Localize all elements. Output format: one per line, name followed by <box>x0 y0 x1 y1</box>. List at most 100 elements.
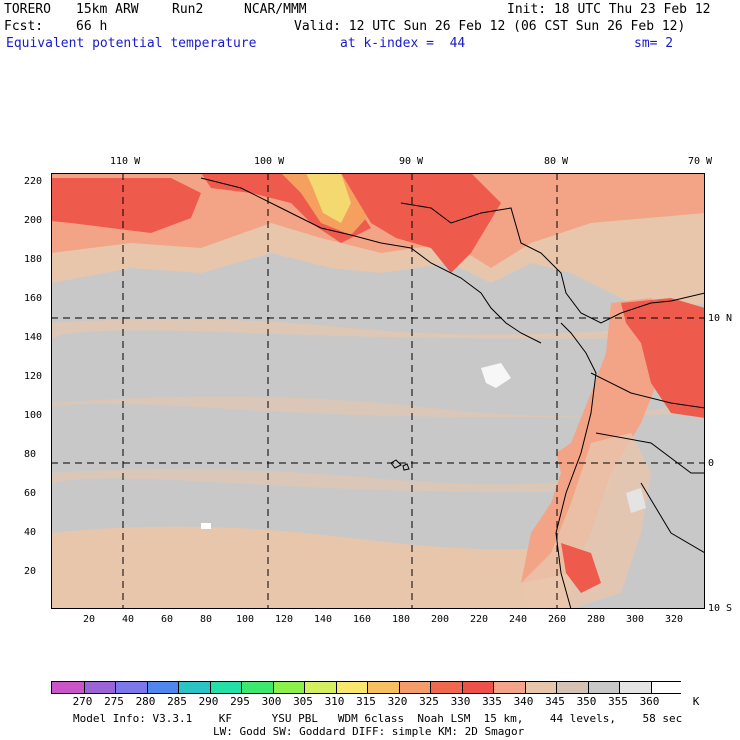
lat-label-0: 0 <box>708 458 715 469</box>
x-tick-40: 40 <box>121 614 135 625</box>
coastline-sa <box>555 322 597 609</box>
coastline-sa-north <box>620 292 705 314</box>
colorbar-swatch <box>335 682 367 693</box>
colorbar-swatch <box>83 682 115 693</box>
colorbar-label: 310 <box>324 695 345 708</box>
galapagos <box>390 459 410 471</box>
x-tick-60: 60 <box>160 614 174 625</box>
lat-label-10n: 10 N <box>708 313 733 324</box>
colorbar-swatch <box>304 682 336 693</box>
colorbar-swatch <box>493 682 525 693</box>
model-run: Run2 <box>172 2 204 17</box>
colorbar-label: 285 <box>167 695 187 708</box>
colorbar-swatch <box>430 682 462 693</box>
y-tick-80: 80 <box>24 449 37 460</box>
colorbar-label: 280 <box>135 695 156 708</box>
y-tick-120: 120 <box>24 371 43 382</box>
white-patch-2 <box>626 488 646 513</box>
x-tick-160: 160 <box>352 614 372 625</box>
colorbar-label: 340 <box>513 695 534 708</box>
y-tick-100: 100 <box>24 410 43 421</box>
colorbar-swatch <box>272 682 304 693</box>
colorbar-swatch <box>146 682 178 693</box>
colorbar-swatch <box>209 682 241 693</box>
colorbar-label: 305 <box>293 695 313 708</box>
country-border-2 <box>595 432 705 474</box>
colorbar-swatch <box>556 682 588 693</box>
white-patch-3 <box>201 523 211 529</box>
colorbar-label: 360 <box>639 695 660 708</box>
x-tick-200: 200 <box>430 614 450 625</box>
x-tick-300: 300 <box>625 614 645 625</box>
red-patch-east <box>341 173 501 273</box>
y-tick-140: 140 <box>24 332 43 343</box>
y-tick-60: 60 <box>24 488 37 499</box>
physics-info: LW: Godd SW: Goddard DIFF: simple KM: 2D… <box>213 725 525 738</box>
colorbar-label: 295 <box>230 695 250 708</box>
x-tick-220: 220 <box>469 614 489 625</box>
x-tick-100: 100 <box>235 614 255 625</box>
colorbar-swatch <box>241 682 273 693</box>
salmon-andes <box>521 298 671 583</box>
colorbar-label: 290 <box>198 695 219 708</box>
warm-streak-1 <box>51 319 705 341</box>
red-peru <box>561 543 601 593</box>
x-tick-260: 260 <box>547 614 567 625</box>
colorbar-label: 345 <box>545 695 565 708</box>
model-org: NCAR/MMM <box>244 2 307 17</box>
warm-streak-3 <box>51 469 611 492</box>
x-tick-320: 320 <box>664 614 684 625</box>
x-tick-280: 280 <box>586 614 606 625</box>
country-border-3 <box>640 482 705 554</box>
coastline-mexico <box>200 177 542 344</box>
x-tick-180: 180 <box>391 614 411 625</box>
yellow-patch <box>306 173 351 223</box>
colorbar-label: 335 <box>482 695 502 708</box>
colorbar-label: 270 <box>72 695 93 708</box>
y-tick-220: 220 <box>24 176 43 187</box>
colorbar-label: 330 <box>450 695 471 708</box>
warm-south <box>51 526 571 609</box>
map-plot <box>51 173 705 609</box>
model-name: TORERO <box>4 2 51 17</box>
y-tick-180: 180 <box>24 254 43 265</box>
colorbar-label: 275 <box>104 695 124 708</box>
colorbar-unit: K <box>692 695 700 708</box>
field-name: Equivalent potential temperature <box>6 36 257 51</box>
forecast-label: Fcst: <box>4 19 44 34</box>
colorbar-label: 325 <box>419 695 439 708</box>
coastline-yucatan <box>400 202 622 324</box>
init-time: Init: 18 UTC Thu 23 Feb 12 <box>507 2 711 17</box>
warm-streak-2 <box>51 396 705 418</box>
red-venezuela <box>621 298 705 418</box>
lon-label-100w: 100 W <box>254 156 285 167</box>
colorbar-label: 320 <box>387 695 408 708</box>
colorbar <box>51 681 682 694</box>
red-patch-west <box>51 178 201 233</box>
white-patch-1 <box>481 363 511 388</box>
y-tick-200: 200 <box>24 215 43 226</box>
forecast-hour: 66 h <box>76 19 108 34</box>
x-tick-20: 20 <box>82 614 96 625</box>
lon-label-70w: 70 W <box>688 156 713 167</box>
colorbar-label: 350 <box>576 695 597 708</box>
warm-andes <box>521 433 651 609</box>
colorbar-label: 300 <box>261 695 282 708</box>
colorbar-swatch <box>461 682 493 693</box>
colorbar-label: 355 <box>608 695 628 708</box>
lon-label-110w: 110 W <box>110 156 141 167</box>
model-info: Model Info: V3.3.1 KF YSU PBL WDM 6class… <box>73 712 683 725</box>
colorbar-swatch <box>398 682 430 693</box>
x-tick-140: 140 <box>313 614 333 625</box>
lat-label-10s: 10 S <box>708 603 733 614</box>
model-resolution: 15km ARW <box>76 2 139 17</box>
colorbar-swatch <box>178 682 210 693</box>
colorbar-swatch <box>367 682 399 693</box>
x-tick-120: 120 <box>274 614 294 625</box>
country-border-1 <box>590 372 705 409</box>
x-tick-80: 80 <box>199 614 213 625</box>
valid-time: Valid: 12 UTC Sun 26 Feb 12 (06 CST Sun … <box>294 19 686 34</box>
smoothing-info: sm= 2 <box>634 36 674 51</box>
colorbar-label: 315 <box>356 695 376 708</box>
lon-label-90w: 90 W <box>399 156 424 167</box>
